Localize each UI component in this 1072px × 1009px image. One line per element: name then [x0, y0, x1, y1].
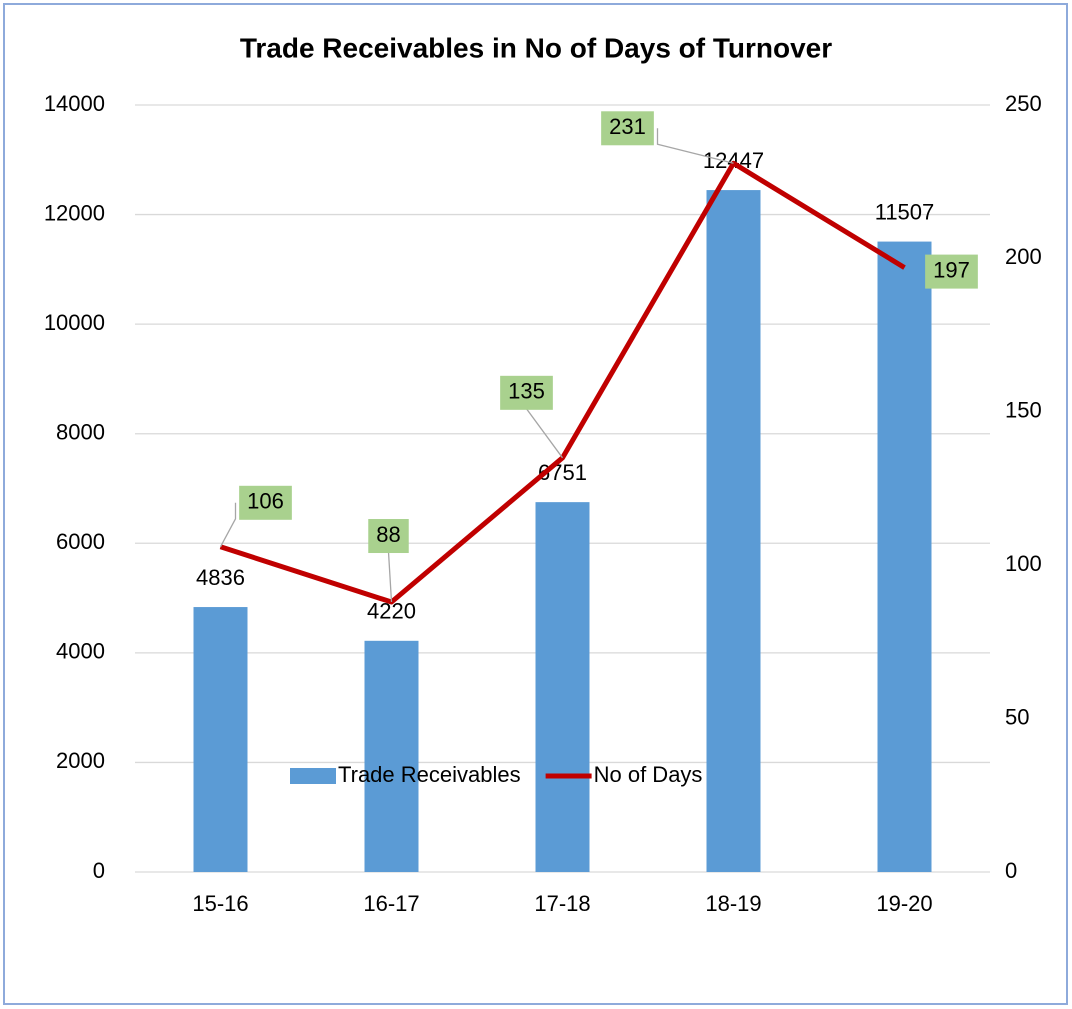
bar — [706, 190, 761, 872]
x-tick-label: 18-19 — [705, 891, 761, 916]
x-tick-label: 15-16 — [192, 891, 248, 916]
y2-tick-label: 0 — [1005, 858, 1017, 883]
y2-tick-label: 100 — [1005, 551, 1042, 576]
line-value-label: 88 — [376, 522, 400, 547]
y2-tick-label: 150 — [1005, 398, 1042, 423]
x-tick-label: 19-20 — [876, 891, 932, 916]
y-tick-label: 4000 — [56, 639, 105, 664]
y-tick-label: 6000 — [56, 529, 105, 554]
line-value-box — [239, 485, 292, 520]
line-value-box — [500, 375, 553, 410]
y-tick-label: 14000 — [44, 91, 105, 116]
line-value-box — [601, 111, 654, 146]
line-value-label: 135 — [508, 379, 545, 404]
legend-label: No of Days — [594, 762, 703, 787]
x-tick-label: 17-18 — [534, 891, 590, 916]
y-tick-label: 12000 — [44, 200, 105, 225]
y-tick-label: 10000 — [44, 310, 105, 335]
bar-value-label: 12447 — [703, 148, 764, 173]
line-value-label: 197 — [933, 257, 970, 282]
leader-line — [656, 128, 734, 164]
y2-tick-label: 200 — [1005, 244, 1042, 269]
line-value-box — [925, 254, 978, 289]
y-tick-label: 8000 — [56, 420, 105, 445]
bar — [535, 502, 590, 872]
chart-title: Trade Receivables in No of Days of Turno… — [240, 32, 832, 63]
line-value-label: 231 — [609, 114, 646, 139]
legend-swatch — [290, 768, 336, 784]
bar — [877, 241, 932, 872]
bar — [364, 640, 419, 872]
leader-line — [219, 502, 237, 548]
y-tick-label: 2000 — [56, 748, 105, 773]
bar-value-label: 4836 — [196, 565, 245, 590]
bar-value-label: 11507 — [875, 199, 935, 224]
legend-label: Trade Receivables — [338, 762, 521, 787]
y-tick-label: 0 — [93, 858, 105, 883]
y2-tick-label: 250 — [1005, 91, 1042, 116]
bar — [193, 607, 248, 872]
line-value-box — [368, 519, 409, 554]
line-value-label: 106 — [247, 489, 284, 514]
y2-tick-label: 50 — [1005, 704, 1029, 729]
x-tick-label: 16-17 — [363, 891, 419, 916]
